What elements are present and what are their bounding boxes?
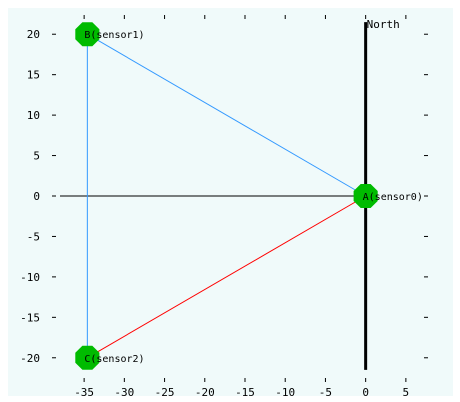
north-label: North — [367, 18, 400, 31]
point-label-A: A(sensor0) — [363, 192, 423, 203]
y-tick-label: 20 — [27, 28, 40, 41]
marker-C — [75, 345, 100, 370]
y-tick-label: 0 — [33, 190, 40, 203]
y-tick-label: 5 — [33, 150, 40, 163]
y-tick-label: -5 — [27, 230, 40, 243]
x-tick-label: -25 — [155, 386, 175, 399]
y-tick-label: 10 — [27, 109, 40, 122]
x-tick-label: -35 — [74, 386, 94, 399]
point-labels: A(sensor0) B(sensor1) C(sensor2) — [84, 30, 423, 365]
x-tick-label: 5 — [403, 386, 410, 399]
marker-B — [75, 22, 100, 47]
x-tick-label: -15 — [235, 386, 255, 399]
y-tick-label: -20 — [20, 352, 40, 365]
point-label-C: C(sensor2) — [84, 354, 144, 365]
edge-B-A — [87, 33, 366, 197]
y-tick-label: 15 — [27, 69, 40, 82]
x-tick-label: 0 — [362, 386, 369, 399]
point-label-B: B(sensor1) — [84, 30, 144, 41]
tick-labels: 20 15 10 5 0 -5 -10 -15 -20 -35 -30 -25 -20 -15 -10 -5 0… — [20, 28, 409, 399]
tick-marks — [52, 15, 428, 382]
x-tick-label: -5 — [319, 386, 332, 399]
edge-C-A — [87, 195, 366, 359]
y-tick-label: -10 — [20, 271, 40, 284]
x-tick-label: -20 — [195, 386, 215, 399]
edges — [86, 33, 366, 359]
x-tick-label: -30 — [114, 386, 134, 399]
y-tick-label: -15 — [20, 311, 40, 324]
x-tick-label: -10 — [275, 386, 295, 399]
plot-area — [8, 8, 453, 396]
marker-A — [353, 184, 378, 208]
markers — [75, 22, 378, 370]
